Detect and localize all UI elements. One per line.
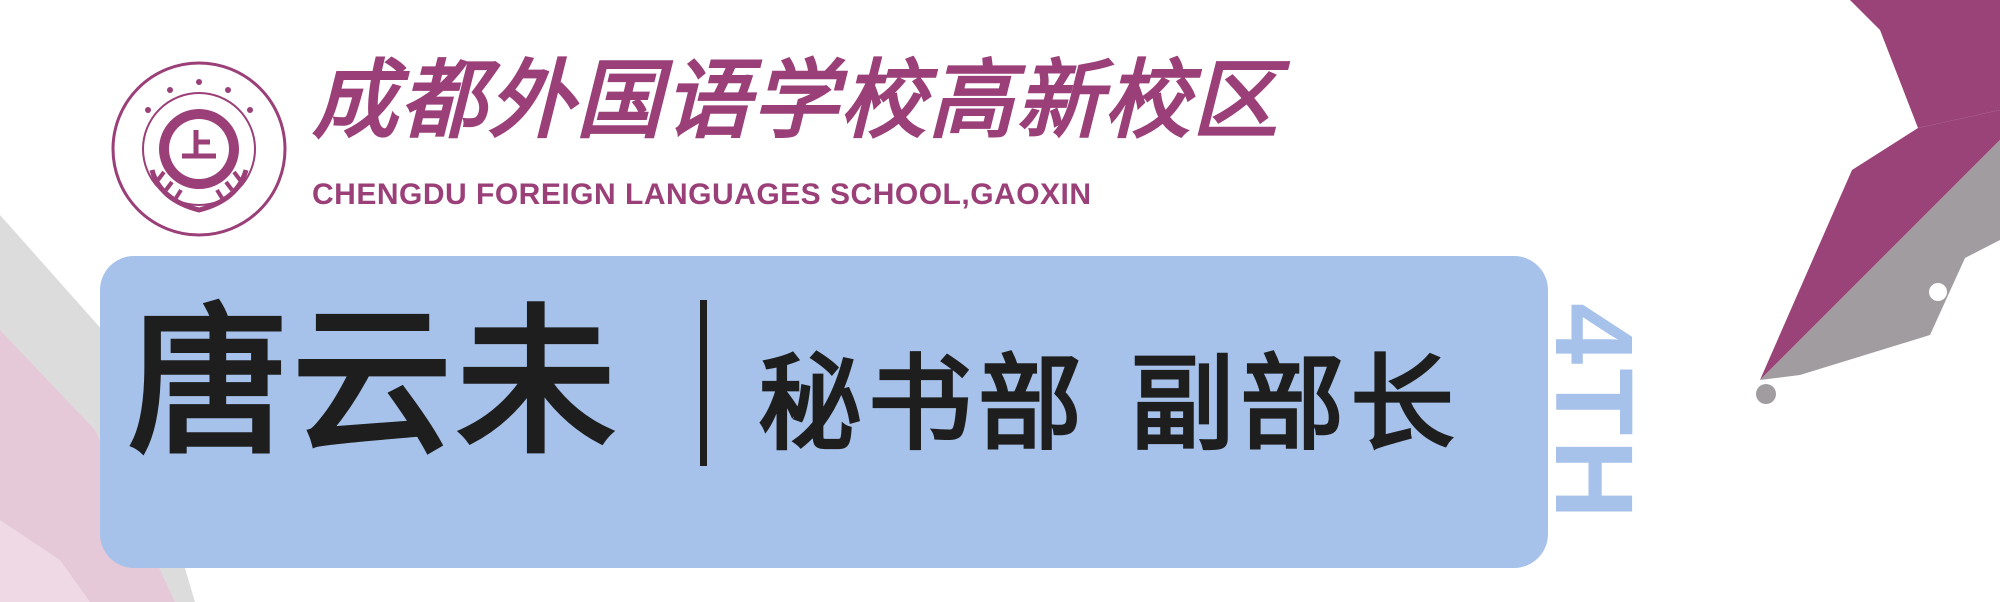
person-name: 唐云未 xyxy=(128,288,621,476)
title-divider xyxy=(700,300,707,466)
school-name-english: CHENGDU FOREIGN LANGUAGES SCHOOL,GAOXIN xyxy=(312,178,1092,211)
school-seal-icon xyxy=(111,61,287,237)
name-banner xyxy=(100,256,1548,568)
edition-text: 4TH xyxy=(1532,303,1655,523)
edition-label: 4TH xyxy=(1532,278,1655,548)
school-name-chinese: 成都外国语学校高新校区 xyxy=(312,50,1280,151)
pen-nib-icon xyxy=(1756,0,2000,404)
person-role: 秘书部 副部长 xyxy=(758,342,1461,465)
